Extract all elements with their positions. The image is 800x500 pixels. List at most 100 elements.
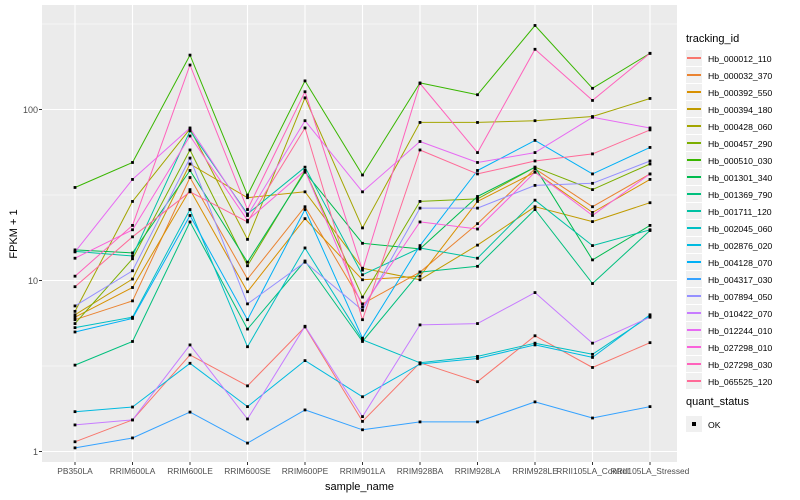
legend-key-line-icon	[687, 227, 701, 229]
data-point	[188, 343, 192, 347]
data-point	[188, 220, 192, 224]
legend-key-box	[686, 339, 702, 355]
legend-item-label: Hb_010422_070	[708, 309, 773, 319]
data-point	[418, 420, 422, 424]
legend-key-box	[686, 169, 702, 185]
data-point	[131, 161, 134, 164]
data-point	[591, 86, 594, 90]
data-point	[188, 134, 192, 138]
data-point	[591, 220, 594, 224]
data-point	[591, 214, 594, 217]
legend-item-label: Hb_000394_180	[708, 105, 773, 115]
data-point	[73, 326, 77, 330]
data-point	[591, 188, 594, 192]
data-point	[188, 353, 192, 357]
data-point	[361, 278, 364, 282]
data-point	[188, 126, 192, 130]
data-point	[188, 148, 192, 152]
legend-key-line-icon	[687, 57, 701, 59]
legend-key-box	[686, 254, 702, 270]
data-point	[533, 291, 537, 294]
legend-key-line-icon	[687, 193, 701, 195]
data-point	[361, 295, 364, 299]
data-point	[303, 90, 307, 94]
data-point	[361, 190, 364, 194]
legend-key-box	[686, 356, 702, 372]
data-point	[361, 336, 364, 340]
data-point	[533, 205, 537, 209]
data-point	[418, 140, 422, 143]
data-point	[131, 224, 134, 227]
legend-item-label: Hb_007894_050	[708, 292, 773, 302]
data-point	[591, 341, 594, 345]
data-point	[73, 248, 77, 252]
x-tick-label: RRIM600PE	[281, 466, 329, 476]
data-point	[476, 354, 479, 358]
x-tick-label: RRIM901LA	[339, 466, 386, 476]
data-point	[476, 197, 479, 201]
legend-key-line-icon	[687, 363, 701, 365]
data-point	[188, 169, 192, 172]
data-point	[361, 268, 364, 272]
data-point	[73, 274, 77, 278]
data-point	[303, 119, 307, 123]
data-point	[361, 340, 364, 343]
legend-key-box	[686, 203, 702, 219]
data-point	[418, 278, 422, 282]
data-point	[533, 119, 537, 123]
data-point	[246, 212, 249, 216]
data-point	[361, 226, 364, 230]
legend-item-label: Hb_004128_070	[708, 258, 773, 268]
legend: tracking_id Hb_000012_110 Hb_000032_370 Hb…	[684, 0, 800, 500]
data-point	[533, 165, 537, 169]
data-point	[476, 380, 479, 384]
data-point	[361, 308, 364, 312]
data-point	[303, 205, 307, 209]
data-point	[418, 274, 422, 278]
data-point	[188, 162, 192, 166]
data-point	[73, 363, 77, 367]
data-point	[73, 446, 77, 450]
legend-key-line-icon	[687, 312, 701, 314]
data-point	[303, 126, 307, 130]
data-point	[303, 217, 307, 221]
data-point	[131, 269, 134, 273]
data-point	[131, 299, 134, 303]
data-point	[591, 356, 594, 359]
data-point	[361, 318, 364, 322]
data-point	[648, 341, 652, 345]
legend-key-box	[686, 101, 702, 117]
legend-key-box	[686, 84, 702, 100]
data-point	[533, 170, 537, 174]
legend-item-label: Hb_004317_030	[708, 275, 773, 285]
x-tick-label: RRII105LA_Control	[556, 466, 629, 476]
data-point	[303, 170, 307, 174]
data-point	[361, 273, 364, 277]
data-point	[533, 341, 537, 345]
x-tick-label: RRIM600SE	[224, 466, 271, 476]
y-tick-label: 100	[22, 104, 38, 115]
data-point	[591, 416, 594, 420]
legend-key-box	[686, 237, 702, 253]
legend-key-line-icon	[687, 278, 701, 280]
data-point	[648, 178, 652, 181]
data-point	[533, 183, 537, 187]
data-point	[648, 162, 652, 166]
data-point	[418, 362, 422, 366]
data-point	[533, 400, 537, 404]
data-point	[476, 161, 479, 164]
data-point	[73, 322, 77, 325]
data-point	[131, 251, 134, 255]
legend-key-box	[686, 322, 702, 338]
data-point	[303, 324, 307, 328]
data-point	[73, 315, 77, 319]
legend-item-label: Hb_001301_340	[708, 173, 773, 183]
x-tick-label: RRII105LA_Stressed	[610, 466, 690, 476]
legend-key-box	[686, 67, 702, 83]
data-point	[73, 318, 77, 322]
data-point	[131, 286, 134, 289]
data-point	[131, 317, 134, 320]
data-point	[418, 121, 422, 124]
data-point	[591, 211, 594, 214]
